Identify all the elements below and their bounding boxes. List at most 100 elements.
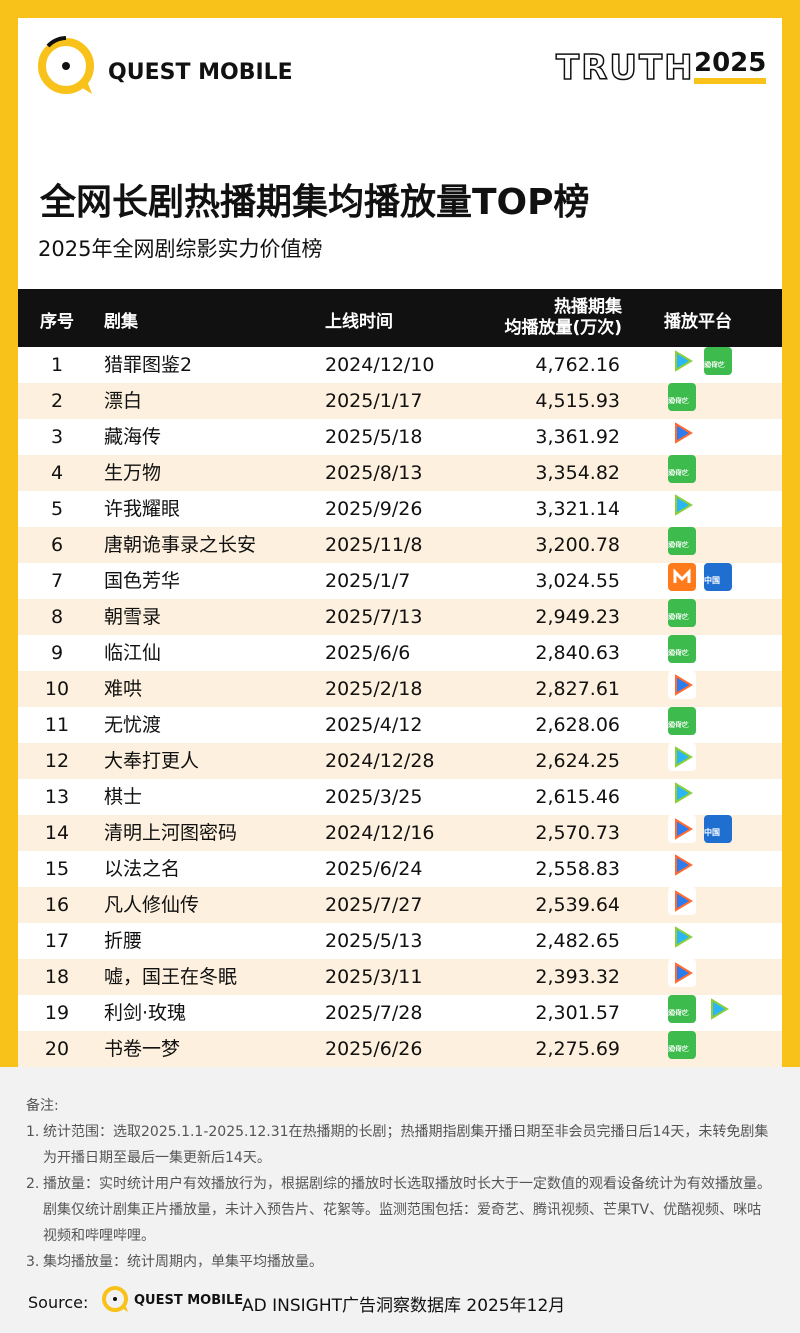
table-row: 7 国色芳华 2025/1/7 3,024.55 中国 (18, 563, 782, 599)
column-header-line: 均播放量(万次) (504, 318, 622, 338)
icon-text: iQIYI (668, 397, 684, 405)
brand: QUEST MOBILE (108, 60, 293, 85)
platform-icon: iQIYI 爱奇艺 (668, 707, 696, 735)
platform-icon: iQIYI 爱奇艺 (704, 347, 732, 375)
views: 2,615.46 (535, 786, 620, 808)
note: 3. 集均播放量：统计周期内，单集平均播放量。 (26, 1249, 771, 1275)
table-row: 20 书卷一梦 2025/6/26 2,275.69 iQIYI 爱奇艺 (18, 1031, 782, 1067)
drama: 难哄 (104, 678, 143, 700)
note-index: 1. (26, 1124, 40, 1140)
views: 2,827.61 (535, 678, 620, 700)
column-header: 热播期集 均播放量(万次) (504, 297, 622, 339)
table-row: 6 唐朝诡事录之长安 2025/11/8 3,200.78 iQIYI 爱奇艺 (18, 527, 782, 563)
date: 2025/7/27 (325, 894, 423, 916)
icon-text: 爱奇艺 (668, 1045, 689, 1053)
platform-icon (668, 851, 696, 879)
rank: 10 (44, 678, 70, 700)
table-row: 17 折腰 2025/5/13 2,482.65 (18, 923, 782, 959)
icon-text: 爱奇艺 (704, 361, 725, 369)
drama: 漂白 (104, 390, 143, 412)
drama: 朝雪录 (104, 606, 162, 628)
icon-text: iQIYI (668, 541, 684, 549)
rank: 2 (50, 390, 64, 412)
notes-title: 备注: (26, 1098, 59, 1114)
date: 2024/12/16 (325, 822, 435, 844)
icon-glyph (675, 674, 693, 696)
table-row: 2 漂白 2025/1/17 4,515.93 iQIYI 爱奇艺 (18, 383, 782, 419)
icon-glyph (675, 350, 693, 372)
rank: 5 (50, 498, 64, 520)
table-row: 5 许我耀眼 2025/9/26 3,321.14 (18, 491, 782, 527)
views: 3,321.14 (535, 498, 620, 520)
icon-glyph (675, 746, 693, 768)
table-row: 19 利剑·玫瑰 2025/7/28 2,301.57 iQIYI 爱奇艺 (18, 995, 782, 1031)
icon-text: iQIYI (668, 469, 684, 477)
views: 2,482.65 (535, 930, 620, 952)
date: 2025/6/24 (325, 858, 423, 880)
views: 3,361.92 (535, 426, 620, 448)
rank: 20 (44, 1038, 70, 1060)
icon-text: 中国 (704, 828, 720, 837)
icon-glyph (711, 998, 729, 1020)
platform-icon (668, 671, 696, 699)
platform-icon: iQIYI 爱奇艺 (668, 383, 696, 411)
platform-icon (668, 743, 696, 771)
rank: 12 (44, 750, 70, 772)
logo (38, 36, 94, 94)
badge-word: TRUTH (555, 47, 695, 89)
date: 2025/9/26 (325, 498, 423, 520)
views: 2,949.23 (535, 606, 620, 628)
card: QUEST MOBILE TRUTH 2025 全网长剧热播期集均播放量TOP榜… (18, 18, 782, 1067)
rank: 18 (44, 966, 70, 988)
source-label: Source: (28, 1293, 89, 1312)
subtitle: 2025年全网剧综影实力价值榜 (38, 237, 323, 261)
icon-text: 爱奇艺 (668, 541, 689, 549)
views: 2,840.63 (535, 642, 620, 664)
views: 2,624.25 (535, 750, 620, 772)
note-text: 统计范围：选取2025.1.1-2025.12.31在热播期的长剧；热播期指剧集… (43, 1124, 769, 1166)
table-row: 3 藏海传 2025/5/18 3,361.92 (18, 419, 782, 455)
column-header: 播放平台 (664, 312, 732, 332)
note: 2. 播放量：实时统计用户有效播放行为，根据剧综的播放时长选取播放时长大于一定数值… (26, 1171, 771, 1249)
icon-glyph (675, 422, 693, 444)
drama: 书卷一梦 (104, 1038, 181, 1060)
icon-glyph (675, 494, 693, 516)
date: 2025/7/28 (325, 1002, 423, 1024)
views: 3,200.78 (535, 534, 620, 556)
drama: 猎罪图鉴2 (104, 354, 193, 376)
table-header: 序号 剧集 上线时间 热播期集 均播放量(万次) 播放平台 (18, 289, 782, 347)
drama: 清明上河图密码 (104, 822, 238, 844)
rank: 9 (50, 642, 64, 664)
table-row: 8 朝雪录 2025/7/13 2,949.23 iQIYI 爱奇艺 (18, 599, 782, 635)
views: 4,515.93 (535, 390, 620, 412)
note-index: 3. (26, 1254, 40, 1270)
drama: 大奉打更人 (104, 750, 200, 772)
date: 2025/3/25 (325, 786, 423, 808)
views: 3,024.55 (535, 570, 620, 592)
views: 2,539.64 (535, 894, 620, 916)
platform-icon (668, 347, 696, 375)
drama: 藏海传 (104, 426, 162, 448)
platform-icon (668, 959, 696, 987)
drama: 唐朝诡事录之长安 (104, 534, 257, 556)
date: 2025/11/8 (325, 534, 423, 556)
table-row: 12 大奉打更人 2024/12/28 2,624.25 (18, 743, 782, 779)
drama: 嘘，国王在冬眠 (104, 966, 238, 988)
rank: 3 (50, 426, 64, 448)
column-header: 剧集 (104, 312, 138, 332)
table-row: 13 棋士 2025/3/25 2,615.46 (18, 779, 782, 815)
platform-icon (668, 491, 696, 519)
platform-icon: iQIYI 爱奇艺 (668, 599, 696, 627)
date: 2025/7/13 (325, 606, 423, 628)
rank: 13 (44, 786, 70, 808)
icon-text: 爱奇艺 (668, 469, 689, 477)
icon-text: 爱奇艺 (668, 649, 689, 657)
icon-glyph (673, 568, 691, 583)
platform-icon: iQIYI 爱奇艺 (668, 1031, 696, 1059)
views: 4,762.16 (535, 354, 620, 376)
rank: 16 (44, 894, 70, 916)
icon-text: iQIYI (704, 361, 720, 369)
date: 2025/1/17 (325, 390, 423, 412)
platform-icon (704, 995, 732, 1023)
platform-icon: 中国 (704, 563, 732, 591)
